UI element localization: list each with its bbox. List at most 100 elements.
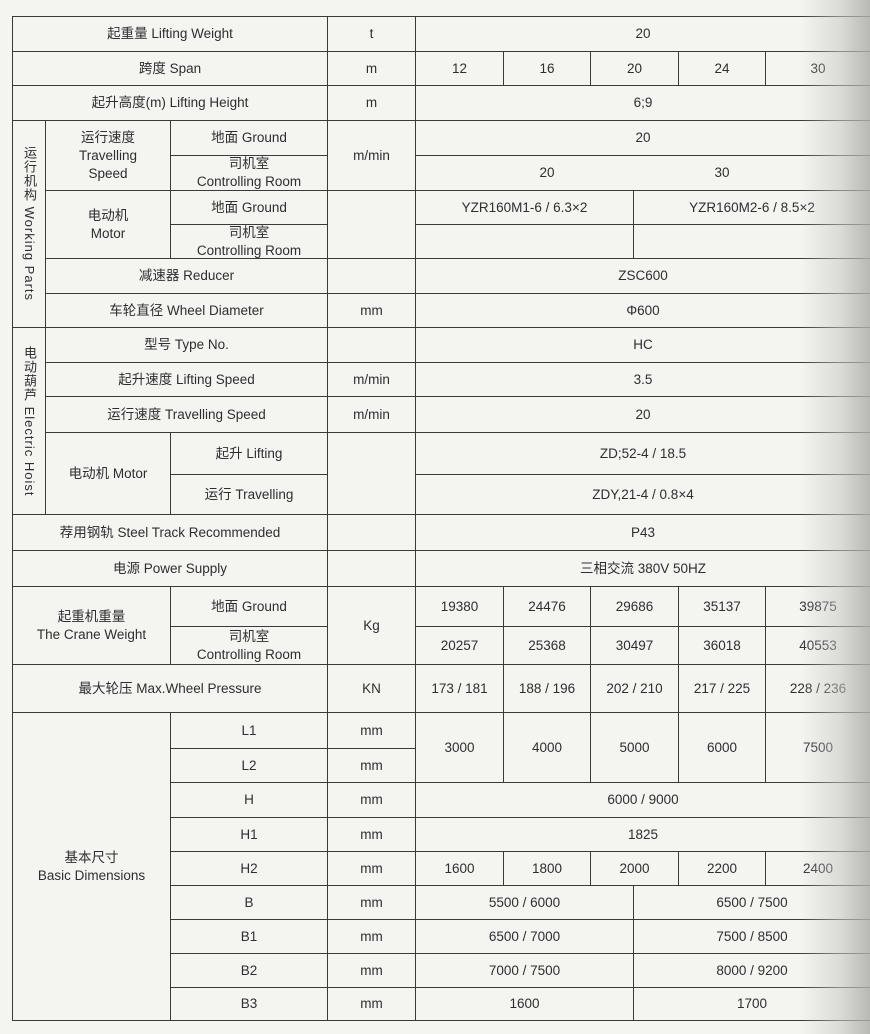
power-supply-value: 三相交流 380V 50HZ bbox=[416, 551, 870, 587]
label-cn: 运行速度 bbox=[81, 129, 135, 145]
dim-unit: mm bbox=[328, 886, 416, 920]
steel-track-value: P43 bbox=[416, 515, 870, 551]
weight-value: 36018 bbox=[679, 627, 766, 665]
hoist-travelling-label: 运行 Travelling bbox=[171, 475, 328, 515]
label-en: Controlling Room bbox=[196, 174, 302, 189]
label-en: Travelling bbox=[78, 147, 138, 163]
b2-value: 8000 / 9200 bbox=[634, 954, 870, 988]
hoist-travelling-value: ZDY,21-4 / 0.8×4 bbox=[416, 475, 870, 515]
travelling-speed-ground-value: 20 bbox=[416, 121, 870, 156]
dim-label-l1: L1 bbox=[171, 713, 328, 749]
travelling-speed-unit: m/min bbox=[328, 121, 416, 191]
motor-label: 电动机 Motor bbox=[46, 191, 171, 259]
hoist-travelling-speed-label: 运行速度 Travelling Speed bbox=[46, 397, 328, 433]
hoist-motor-unit bbox=[328, 433, 416, 515]
b-value: 5500 / 6000 bbox=[416, 886, 634, 920]
h1-value: 1825 bbox=[416, 818, 870, 852]
label-cn: 电动机 bbox=[87, 207, 129, 223]
dim-label-b2: B2 bbox=[171, 954, 328, 988]
b1-value: 7500 / 8500 bbox=[634, 920, 870, 954]
h2-value: 2200 bbox=[679, 852, 766, 886]
pressure-value: 228 / 236 bbox=[766, 665, 870, 713]
type-no-label: 型号 Type No. bbox=[46, 328, 328, 363]
wheel-diameter-unit: mm bbox=[328, 294, 416, 328]
b3-value: 1600 bbox=[416, 988, 634, 1021]
weight-value: 29686 bbox=[591, 587, 679, 627]
motor-ground-value: YZR160M1-6 / 6.3×2 bbox=[416, 191, 634, 225]
wheel-diameter-label: 车轮直径 Wheel Diameter bbox=[46, 294, 328, 328]
l-value: 5000 bbox=[591, 713, 679, 783]
label-cn: 司机室 bbox=[228, 628, 270, 644]
motor-ground-value: YZR160M2-6 / 8.5×2 bbox=[634, 191, 870, 225]
value: 20 bbox=[539, 165, 555, 180]
type-no-value: HC bbox=[416, 328, 870, 363]
dim-unit: mm bbox=[328, 852, 416, 886]
h2-value: 2400 bbox=[766, 852, 870, 886]
l-value: 3000 bbox=[416, 713, 504, 783]
dim-unit: mm bbox=[328, 749, 416, 783]
dim-label-b: B bbox=[171, 886, 328, 920]
pressure-value: 217 / 225 bbox=[679, 665, 766, 713]
dim-label-b1: B1 bbox=[171, 920, 328, 954]
hoist-travelling-speed-value: 20 bbox=[416, 397, 870, 433]
label-cn: 司机室 bbox=[228, 224, 270, 240]
pressure-value: 202 / 210 bbox=[591, 665, 679, 713]
wheel-diameter-value: Φ600 bbox=[416, 294, 870, 328]
span-value: 16 bbox=[504, 52, 591, 86]
dim-label-h: H bbox=[171, 783, 328, 818]
weight-value: 19380 bbox=[416, 587, 504, 627]
dim-label-h1: H1 bbox=[171, 818, 328, 852]
b2-value: 7000 / 7500 bbox=[416, 954, 634, 988]
type-no-unit bbox=[328, 328, 416, 363]
reducer-label: 减速器 Reducer bbox=[46, 259, 328, 294]
label-en: Motor bbox=[90, 225, 126, 241]
hoist-motor-label: 电动机 Motor bbox=[46, 433, 171, 515]
weight-value: 30497 bbox=[591, 627, 679, 665]
label-cn: 起重机重量 bbox=[57, 608, 126, 624]
dim-label-l2: L2 bbox=[171, 749, 328, 783]
basic-dimensions-label: 基本尺寸 Basic Dimensions bbox=[13, 713, 171, 1021]
dim-unit: mm bbox=[328, 920, 416, 954]
span-label: 跨度 Span bbox=[13, 52, 328, 86]
ground-label: 地面 Ground bbox=[171, 587, 328, 627]
label-en: Basic Dimensions bbox=[37, 867, 146, 883]
span-value: 24 bbox=[679, 52, 766, 86]
l-value: 6000 bbox=[679, 713, 766, 783]
hoist-lifting-label: 起升 Lifting bbox=[171, 433, 328, 475]
motor-room-value bbox=[634, 225, 870, 259]
h2-value: 1800 bbox=[504, 852, 591, 886]
dim-label-b3: B3 bbox=[171, 988, 328, 1021]
l-value: 7500 bbox=[766, 713, 870, 783]
weight-value: 25368 bbox=[504, 627, 591, 665]
steel-track-label: 荐用钢轨 Steel Track Recommended bbox=[13, 515, 328, 551]
lifting-speed-label: 起升速度 Lifting Speed bbox=[46, 363, 328, 397]
label-cn: 司机室 bbox=[228, 156, 270, 171]
power-supply-unit bbox=[328, 551, 416, 587]
weight-value: 40553 bbox=[766, 627, 870, 665]
label-en: The Crane Weight bbox=[36, 626, 147, 642]
crane-weight-unit: Kg bbox=[328, 587, 416, 665]
steel-track-unit bbox=[328, 515, 416, 551]
dim-unit: mm bbox=[328, 988, 416, 1021]
controlling-room-label: 司机室 Controlling Room bbox=[171, 225, 328, 259]
lifting-weight-unit: t bbox=[328, 17, 416, 52]
pressure-value: 173 / 181 bbox=[416, 665, 504, 713]
electric-hoist-section: 电动葫芦 Electric Hoist bbox=[13, 328, 46, 515]
b1-value: 6500 / 7000 bbox=[416, 920, 634, 954]
crane-weight-label: 起重机重量 The Crane Weight bbox=[13, 587, 171, 665]
dim-unit: mm bbox=[328, 954, 416, 988]
span-unit: m bbox=[328, 52, 416, 86]
controlling-room-label: 司机室 Controlling Room bbox=[171, 156, 328, 191]
weight-value: 39875 bbox=[766, 587, 870, 627]
hoist-lifting-value: ZD;52-4 / 18.5 bbox=[416, 433, 870, 475]
motor-room-value bbox=[416, 225, 634, 259]
dim-unit: mm bbox=[328, 818, 416, 852]
span-value: 20 bbox=[591, 52, 679, 86]
lifting-height-unit: m bbox=[328, 86, 416, 121]
lifting-height-value: 6;9 bbox=[416, 86, 870, 121]
lifting-weight-value: 20 bbox=[416, 17, 870, 52]
working-parts-section: 运行机构 Working Parts bbox=[13, 121, 46, 328]
working-parts-title: 运行机构 Working Parts bbox=[22, 146, 37, 302]
ground-label: 地面 Ground bbox=[171, 121, 328, 156]
b3-value: 1700 bbox=[634, 988, 870, 1021]
